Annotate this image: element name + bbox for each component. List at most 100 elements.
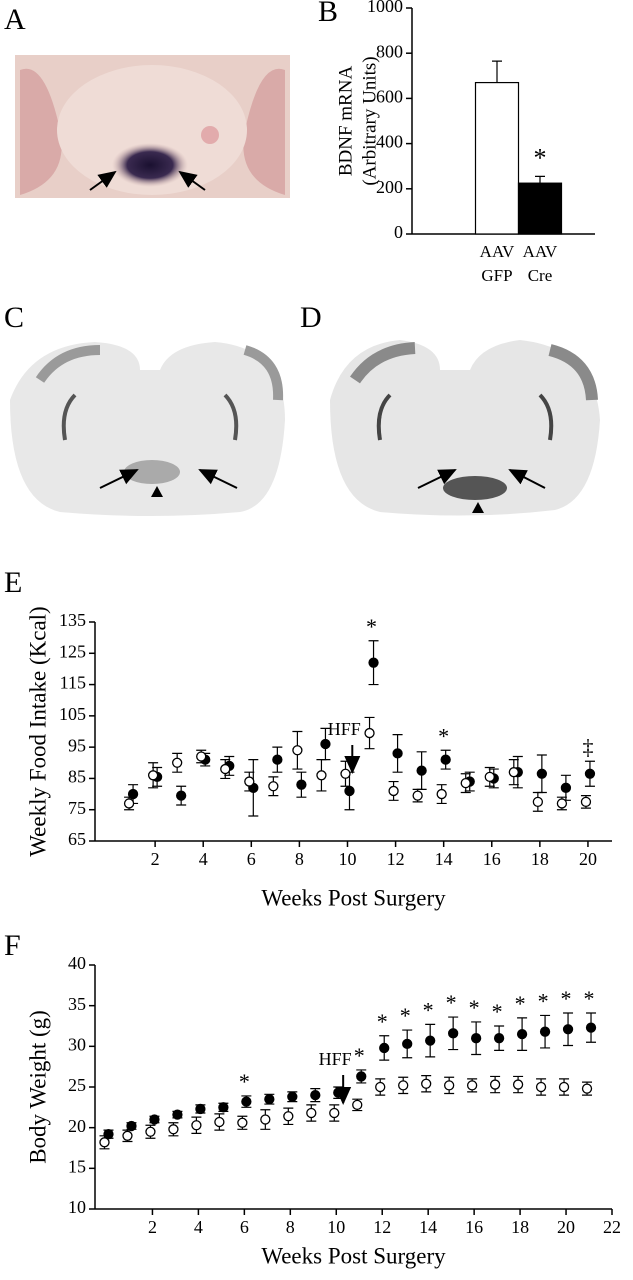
data-point bbox=[388, 785, 399, 797]
y-tick-label: 135 bbox=[59, 610, 86, 630]
data-point bbox=[272, 754, 283, 765]
data-point bbox=[368, 657, 379, 668]
data-point bbox=[436, 788, 447, 800]
data-point bbox=[584, 768, 596, 779]
data-point bbox=[296, 779, 307, 790]
data-point bbox=[398, 1080, 409, 1091]
y-tick-label: 30 bbox=[68, 1034, 86, 1054]
data-point bbox=[352, 1099, 363, 1111]
data-point bbox=[241, 1096, 252, 1107]
y-axis-label: Body Weight (g) bbox=[25, 1010, 50, 1164]
data-point bbox=[172, 1109, 183, 1120]
data-point bbox=[508, 767, 519, 778]
data-point bbox=[412, 790, 423, 801]
y-tick-label: 65 bbox=[68, 829, 86, 849]
x-tick-label: AAV GFP bbox=[479, 242, 515, 285]
data-point bbox=[535, 1081, 547, 1093]
data-point bbox=[214, 1116, 225, 1128]
data-point bbox=[364, 727, 375, 739]
data-point bbox=[333, 1087, 344, 1098]
y-tick-label: 600 bbox=[376, 87, 403, 107]
data-point bbox=[536, 768, 548, 779]
data-point bbox=[448, 1028, 459, 1039]
y-tick-label: 85 bbox=[68, 767, 86, 787]
x-tick-label: 18 bbox=[531, 849, 549, 869]
annotation: * bbox=[438, 723, 449, 748]
panel-label: A bbox=[4, 3, 26, 36]
data-point bbox=[421, 1078, 432, 1089]
data-point bbox=[470, 1033, 482, 1044]
x-tick-label: AAV Cre bbox=[522, 242, 558, 285]
panel-label: F bbox=[4, 929, 21, 962]
y-tick-label: 40 bbox=[68, 953, 86, 973]
data-point bbox=[320, 738, 331, 750]
data-point bbox=[516, 1028, 528, 1040]
annotation: * bbox=[354, 1043, 365, 1068]
data-point bbox=[539, 1026, 551, 1037]
y-tick-label: 35 bbox=[68, 994, 86, 1014]
annotation: * bbox=[239, 1069, 250, 1094]
y-tick-label: 125 bbox=[59, 641, 86, 661]
x-tick-label: 16 bbox=[483, 849, 501, 869]
data-point bbox=[220, 763, 231, 775]
data-point bbox=[268, 781, 279, 792]
x-axis-label: Weeks Post Surgery bbox=[261, 1243, 446, 1268]
data-point bbox=[484, 771, 495, 783]
data-point bbox=[191, 1120, 202, 1131]
data-point bbox=[512, 1079, 524, 1090]
data-point bbox=[195, 1103, 206, 1115]
data-point bbox=[375, 1081, 386, 1093]
data-point bbox=[340, 768, 351, 779]
x-tick-label: 14 bbox=[435, 849, 453, 869]
y-tick-label: 115 bbox=[60, 673, 86, 693]
annotation: * bbox=[515, 991, 526, 1016]
panel-label: B bbox=[318, 0, 338, 28]
data-point bbox=[168, 1124, 179, 1135]
data-point bbox=[489, 1079, 501, 1090]
x-axis-label: Weeks Post Surgery bbox=[261, 885, 446, 910]
data-point bbox=[416, 765, 427, 776]
data-point bbox=[122, 1130, 133, 1141]
x-tick-label: 8 bbox=[286, 1217, 295, 1237]
data-point bbox=[103, 1129, 114, 1140]
data-point bbox=[283, 1111, 294, 1122]
y-tick-label: 25 bbox=[68, 1075, 86, 1095]
data-point bbox=[425, 1035, 436, 1046]
x-tick-label: 18 bbox=[511, 1217, 529, 1237]
data-point bbox=[585, 1022, 597, 1033]
annotation: * bbox=[584, 986, 595, 1011]
data-point bbox=[287, 1091, 298, 1102]
arrow-label: HFF bbox=[319, 1049, 352, 1069]
data-point bbox=[126, 1120, 137, 1132]
annotation: * bbox=[423, 997, 434, 1022]
data-point bbox=[344, 785, 355, 797]
data-point bbox=[237, 1117, 248, 1128]
annotation: * bbox=[446, 990, 457, 1015]
annotation: * bbox=[492, 999, 503, 1024]
data-point bbox=[379, 1042, 390, 1054]
data-point bbox=[316, 770, 327, 781]
data-point bbox=[127, 788, 139, 800]
data-point bbox=[310, 1089, 321, 1101]
data-point bbox=[149, 1114, 160, 1125]
panel-label: D bbox=[300, 301, 322, 334]
data-point bbox=[306, 1107, 317, 1119]
data-point bbox=[392, 748, 403, 759]
data-point bbox=[292, 745, 303, 756]
error-bar bbox=[535, 175, 545, 184]
data-point bbox=[532, 796, 544, 808]
arrow-label: HFF bbox=[328, 719, 361, 739]
x-tick-label: 12 bbox=[373, 1217, 391, 1237]
x-tick-label: 20 bbox=[579, 849, 597, 869]
data-point bbox=[460, 777, 471, 789]
x-tick-label: 22 bbox=[603, 1217, 621, 1237]
x-tick-label: 6 bbox=[240, 1217, 249, 1237]
data-point bbox=[440, 754, 451, 765]
x-tick-label: 6 bbox=[247, 849, 256, 869]
data-point bbox=[556, 798, 568, 809]
annotation: * bbox=[534, 143, 547, 172]
x-tick-label: 2 bbox=[148, 1217, 157, 1237]
annotation: * bbox=[400, 1003, 411, 1028]
